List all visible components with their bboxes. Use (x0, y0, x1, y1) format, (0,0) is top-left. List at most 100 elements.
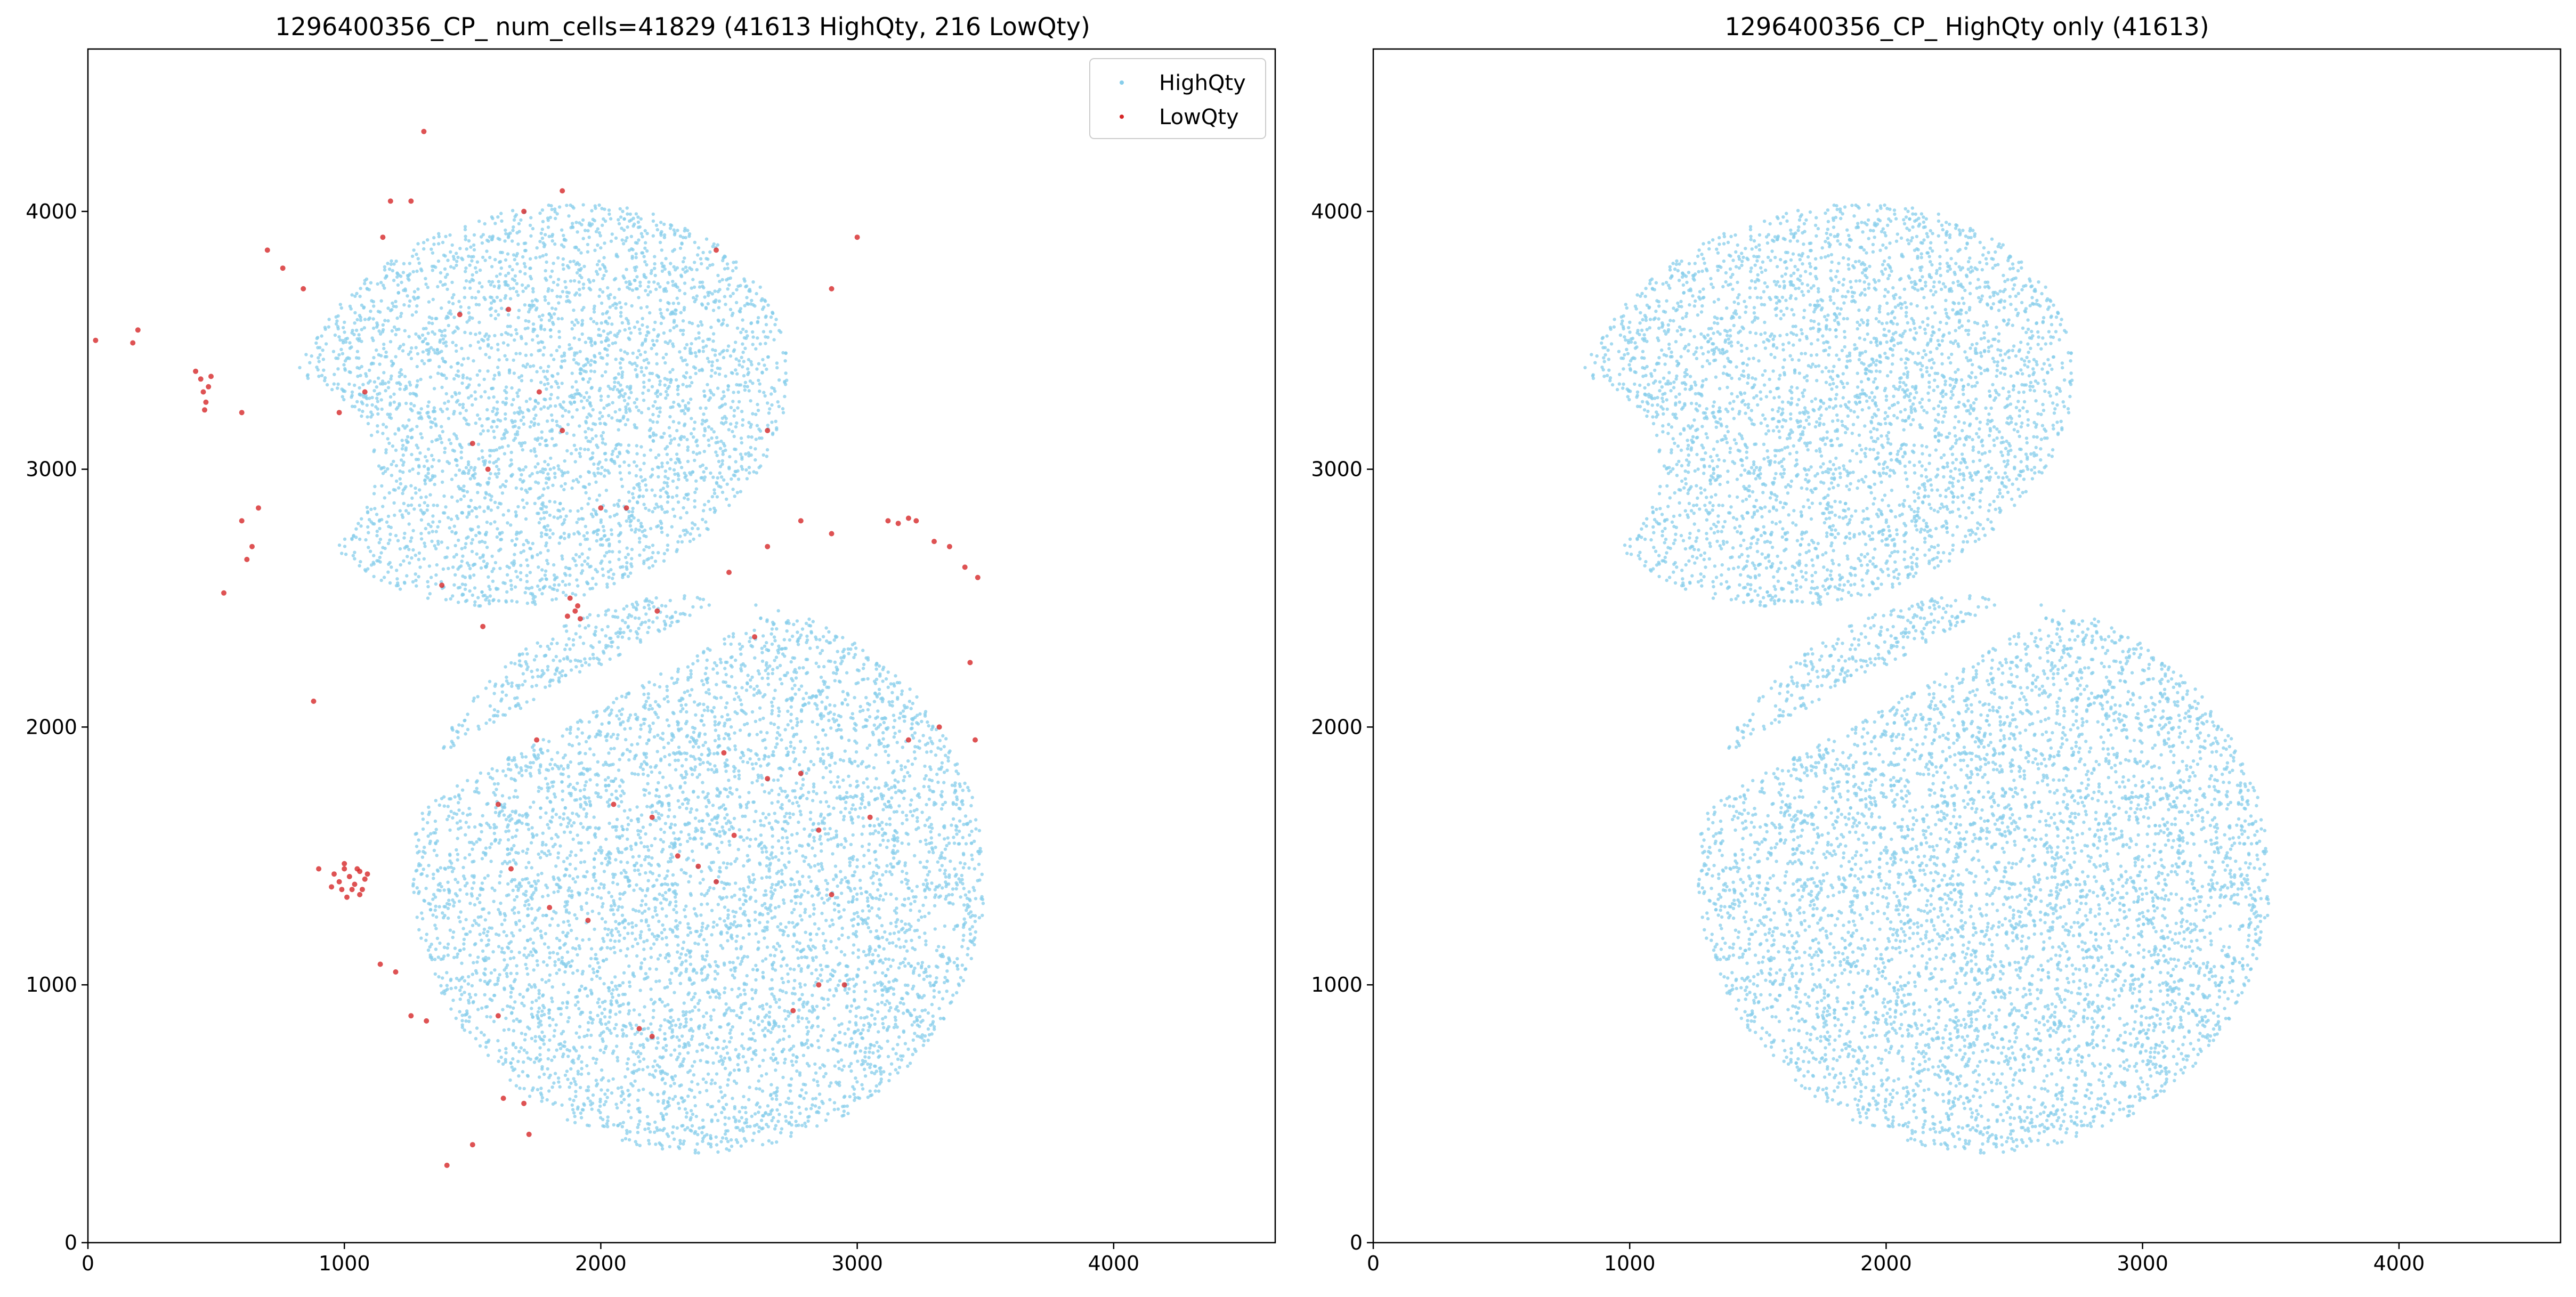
data-point-highqty (892, 725, 896, 729)
data-point-highqty (436, 955, 440, 959)
data-point-highqty (489, 508, 493, 512)
data-point-highqty (455, 349, 458, 353)
data-point-highqty (552, 659, 555, 662)
data-point-highqty (424, 337, 427, 341)
data-point-highqty (706, 768, 710, 772)
data-point-highqty (712, 920, 716, 924)
data-point-highqty (552, 563, 556, 567)
data-point-highqty (825, 747, 829, 750)
data-point-highqty (729, 406, 733, 409)
data-point-highqty (536, 963, 539, 967)
data-point-highqty (461, 357, 466, 361)
data-point-highqty (747, 435, 750, 439)
data-point-highqty (652, 328, 656, 331)
data-point-highqty (735, 372, 739, 376)
data-point-highqty (669, 860, 673, 863)
data-point-highqty (517, 813, 522, 817)
data-point-highqty (380, 379, 385, 383)
data-point-highqty (620, 913, 625, 917)
data-point-highqty (463, 228, 467, 231)
data-point-highqty (558, 946, 562, 950)
data-point-highqty (854, 1015, 858, 1018)
data-point-highqty (615, 1056, 619, 1059)
data-point-highqty (617, 381, 620, 385)
data-point-highqty (398, 477, 402, 481)
data-point-highqty (728, 1031, 732, 1035)
data-point-highqty (484, 1041, 488, 1044)
data-point-highqty (638, 468, 642, 472)
data-point-highqty (599, 398, 603, 402)
data-point-highqty (862, 1067, 866, 1072)
data-point-highqty (649, 271, 653, 275)
data-point-highqty (653, 909, 657, 913)
data-point-highqty (368, 396, 371, 400)
data-point-highqty (729, 1009, 733, 1012)
data-point-highqty (478, 331, 482, 335)
data-point-highqty (663, 604, 668, 608)
data-point-highqty (916, 1034, 919, 1038)
data-point-highqty (738, 1128, 742, 1132)
data-point-highqty (584, 430, 587, 434)
data-point-highqty (889, 964, 893, 968)
data-point-highqty (540, 871, 544, 876)
data-point-highqty (524, 962, 528, 967)
data-point-highqty (790, 677, 793, 680)
data-point-highqty (617, 557, 621, 562)
data-point-highqty (532, 447, 536, 451)
data-point-highqty (777, 378, 781, 382)
data-point-highqty (539, 318, 543, 322)
data-point-highqty (466, 727, 470, 732)
data-point-highqty (435, 347, 439, 352)
data-point-highqty (661, 356, 666, 360)
data-point-highqty (827, 832, 830, 836)
data-point-highqty (874, 777, 878, 781)
data-point-highqty (432, 893, 436, 896)
data-point-highqty (708, 263, 712, 267)
data-point-highqty (696, 1001, 700, 1006)
data-point-highqty (501, 769, 505, 773)
data-point-highqty (762, 453, 765, 457)
data-point-highqty (758, 1064, 762, 1068)
data-point-highqty (677, 1147, 682, 1150)
data-point-highqty (622, 460, 626, 464)
data-point-highqty (477, 220, 481, 223)
data-point-highqty (630, 1042, 634, 1046)
data-point-highqty (753, 656, 757, 660)
data-point-highqty (536, 471, 539, 474)
data-point-highqty (813, 984, 816, 987)
data-point-highqty (782, 901, 786, 905)
data-point-highqty (666, 461, 669, 465)
data-point-highqty (717, 996, 722, 1000)
data-point-highqty (483, 876, 487, 880)
data-point-highqty (316, 368, 320, 372)
data-point-highqty (770, 789, 774, 792)
data-point-highqty (431, 297, 435, 302)
data-point-highqty (704, 1089, 709, 1092)
data-point-highqty (969, 956, 974, 961)
data-point-highqty (893, 778, 897, 782)
data-point-highqty (623, 621, 627, 625)
data-point-highqty (648, 730, 652, 734)
data-point-highqty (543, 460, 547, 464)
data-point-highqty (841, 778, 845, 782)
data-point-highqty (776, 731, 780, 735)
data-point-highqty (858, 1049, 863, 1053)
data-point-highqty (764, 323, 768, 327)
data-point-highqty (588, 964, 592, 968)
data-point-highqty (812, 763, 816, 767)
data-point-highqty (832, 1108, 837, 1112)
data-point-highqty (382, 371, 386, 375)
data-point-highqty (774, 655, 779, 659)
data-point-highqty (373, 507, 377, 510)
data-point-highqty (893, 719, 897, 723)
data-point-highqty (558, 671, 562, 675)
data-point-highqty (756, 409, 760, 412)
data-point-highqty (414, 572, 417, 576)
data-point-highqty (638, 872, 642, 876)
data-point-highqty (356, 375, 360, 378)
data-point-highqty (902, 1002, 905, 1006)
data-point-highqty (557, 345, 561, 349)
data-point-highqty (626, 1089, 630, 1092)
data-point-highqty (753, 918, 757, 922)
data-point-highqty (827, 630, 831, 634)
